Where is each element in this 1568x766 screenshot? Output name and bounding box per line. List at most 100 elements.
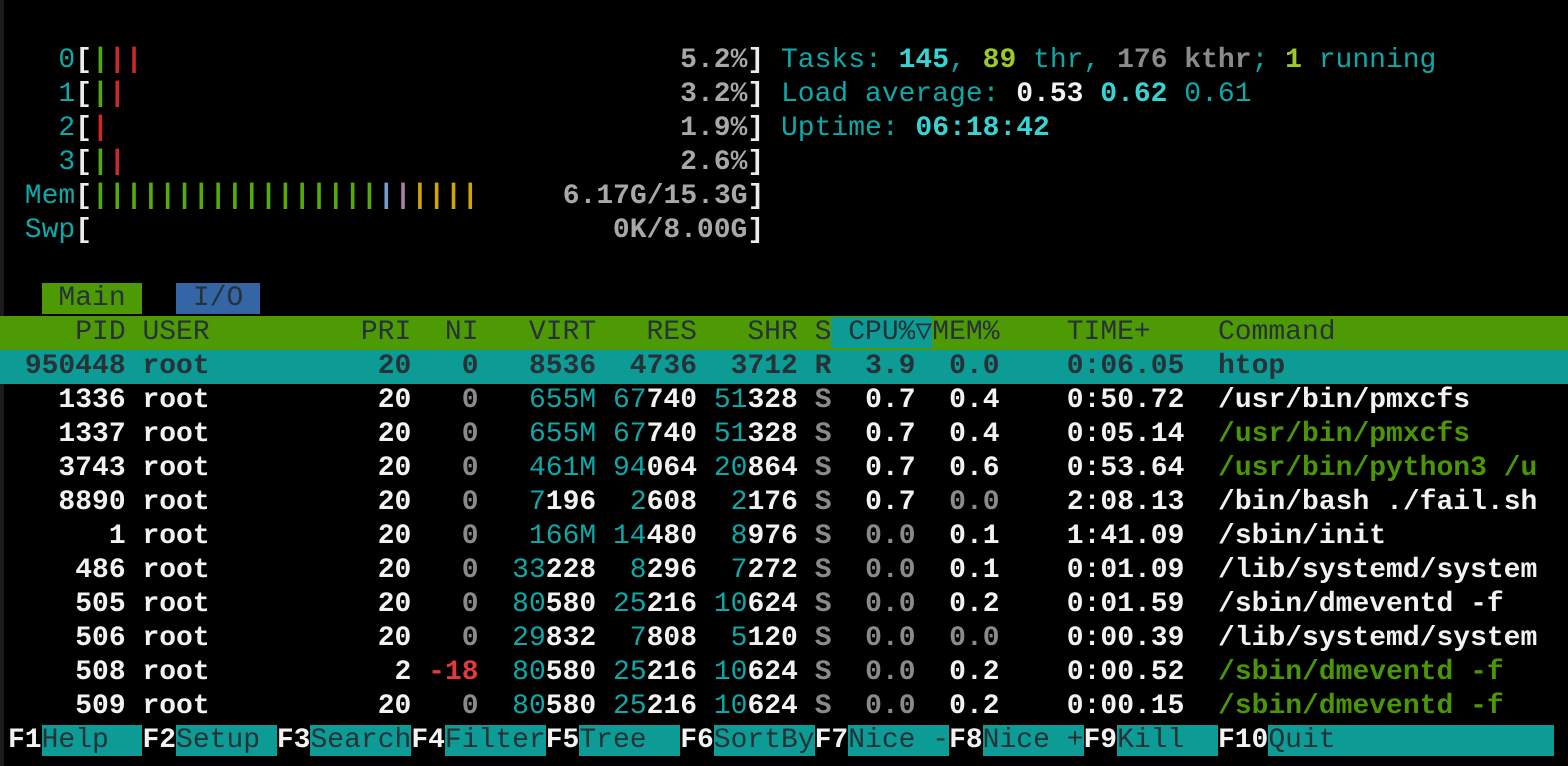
cell-pri: [344, 385, 378, 416]
cell-mem: [932, 487, 949, 518]
cell-shr: [697, 657, 714, 688]
fn-label-help[interactable]: Help: [41, 725, 143, 756]
tab-io[interactable]: I/O: [176, 283, 261, 314]
column-gap: [126, 623, 143, 654]
tasks-summary: Tasks: 145, 89 thr, 176 kthr; 1 running: [781, 44, 1436, 78]
cell-s: [798, 521, 815, 552]
column-gap: [1184, 657, 1218, 688]
fn-key-F8[interactable]: F8: [949, 725, 983, 756]
cell-user: root: [142, 419, 210, 450]
column-header-time[interactable]: TIME+: [999, 317, 1185, 348]
cell-time: 0:53.64: [1066, 453, 1185, 484]
cell-shr: 864: [747, 453, 798, 484]
cell-pri: 20: [377, 589, 412, 620]
cell-virt: 580: [545, 589, 597, 620]
process-row-506[interactable]: 506 root 20 0 29832 7808 5120 S 0.0 0.0 …: [0, 622, 1568, 656]
cell-shr: [697, 555, 731, 586]
process-row-505[interactable]: 505 root 20 0 80580 25216 10624 S 0.0 0.…: [0, 588, 1568, 622]
cell-shr: 624: [747, 589, 798, 620]
column-header-user[interactable]: USER: [142, 317, 345, 348]
column-gap: [1184, 623, 1218, 654]
uptime-segment: 06:18:42: [915, 113, 1050, 144]
cell-user: root: [142, 453, 210, 484]
column-header-cpu[interactable]: CPU%: [831, 317, 916, 348]
cell-cpu: [832, 453, 866, 484]
column-header-ni[interactable]: NI: [411, 317, 479, 348]
fn-key-F3[interactable]: F3: [276, 725, 311, 756]
meter-bar: |: [159, 181, 177, 212]
cell-s: [798, 453, 815, 484]
column-header-pid[interactable]: PID: [8, 317, 126, 348]
cell-time: 0:01.09: [1066, 555, 1185, 586]
cell-ni: 0: [461, 351, 479, 382]
cpu-meter-1: 1[|| 3.2%]: [0, 78, 1568, 112]
tab-main[interactable]: Main: [41, 283, 143, 314]
fn-key-F2[interactable]: F2: [142, 725, 177, 756]
cell-user: [210, 521, 344, 552]
fn-label-kill[interactable]: Kill: [1117, 725, 1218, 756]
fn-label-quit[interactable]: Quit: [1268, 725, 1555, 756]
cell-cpu: [832, 691, 866, 722]
cell-mem: 0.1: [949, 521, 1000, 552]
fn-label-nice-[interactable]: Nice -: [848, 725, 950, 756]
fn-label-search[interactable]: Search: [310, 725, 412, 756]
process-row-508[interactable]: 508 root 2 -18 80580 25216 10624 S 0.0 0…: [0, 656, 1568, 690]
column-header-virt[interactable]: VIRT: [478, 317, 597, 348]
process-row-509[interactable]: 509 root 20 0 80580 25216 10624 S 0.0 0.…: [0, 690, 1568, 724]
column-header-pri[interactable]: PRI: [344, 317, 412, 348]
column-header-res[interactable]: RES: [596, 317, 697, 348]
cell-cpu: 0.0: [865, 623, 916, 654]
fn-key-F7[interactable]: F7: [814, 725, 849, 756]
meter-open-bracket: [: [75, 181, 93, 212]
cell-s: S: [814, 453, 832, 484]
cell-user: root: [142, 589, 210, 620]
cell-cpu: [832, 589, 866, 620]
column-header-s[interactable]: S: [797, 317, 832, 348]
fn-key-F9[interactable]: F9: [1083, 725, 1118, 756]
cell-user: [210, 623, 344, 654]
tasks-summary-segment: ,: [949, 45, 983, 76]
process-row-486[interactable]: 486 root 20 0 33228 8296 7272 S 0.0 0.1 …: [0, 554, 1568, 588]
meter-bar: |: [108, 147, 126, 178]
cell-res: 67: [613, 419, 647, 450]
cpu-meter-2-label: 2: [8, 113, 76, 144]
process-row-950448[interactable]: 950448 root 20 0 8536 4736 3712 R 3.9 0.…: [0, 350, 1568, 384]
fn-key-F6[interactable]: F6: [680, 725, 714, 756]
cell-res: 064: [646, 453, 698, 484]
cell-cmd: /bin/bash ./fail.sh: [1218, 487, 1538, 518]
process-row-1337[interactable]: 1337 root 20 0 655M 67740 51328 S 0.7 0.…: [0, 418, 1568, 452]
memory-meter: Mem[||||||||||||||||||||||| 6.17G/15.3G]: [0, 180, 1568, 214]
cell-time: 0:00.52: [1066, 657, 1185, 688]
load-average-segment: 0.61: [1184, 79, 1252, 110]
tasks-summary-segment: running: [1301, 45, 1437, 76]
fn-key-F5[interactable]: F5: [545, 725, 580, 756]
fn-key-F4[interactable]: F4: [411, 725, 445, 756]
swap-meter: Swp[ 0K/8.00G]: [0, 214, 1568, 248]
fn-label-nice-[interactable]: Nice +: [982, 725, 1084, 756]
column-header-shr[interactable]: SHR: [696, 317, 798, 348]
process-row-3743[interactable]: 3743 root 20 0 461M 94064 20864 S 0.7 0.…: [0, 452, 1568, 486]
column-gap: [1184, 453, 1218, 484]
cell-cpu: 0.0: [865, 691, 916, 722]
cell-time: [1000, 419, 1067, 450]
fn-label-filter[interactable]: Filter: [444, 725, 546, 756]
process-row-8890[interactable]: 8890 root 20 0 7196 2608 2176 S 0.7 0.0 …: [0, 486, 1568, 520]
cell-res: [596, 555, 630, 586]
process-row-1[interactable]: 1 root 20 0 166M 14480 8976 S 0.0 0.1 1:…: [0, 520, 1568, 554]
cell-time: [1000, 453, 1067, 484]
column-header-cmd[interactable]: Command: [1217, 317, 1336, 348]
cell-mem: 0.4: [949, 385, 1000, 416]
fn-label-tree[interactable]: Tree: [579, 725, 681, 756]
cell-res: [596, 691, 613, 722]
fn-key-F10[interactable]: F10: [1217, 725, 1269, 756]
column-header-sep[interactable]: ▽: [915, 317, 933, 348]
fn-label-setup[interactable]: Setup: [176, 725, 277, 756]
fn-key-F1[interactable]: F1: [8, 725, 42, 756]
cell-cpu: 3.9: [865, 351, 916, 382]
cell-pri: 20: [377, 691, 412, 722]
cell-res: 216: [646, 657, 698, 688]
process-row-1336[interactable]: 1336 root 20 0 655M 67740 51328 S 0.7 0.…: [0, 384, 1568, 418]
fn-label-sortby[interactable]: SortBy: [713, 725, 815, 756]
cell-ni: [411, 351, 461, 382]
column-header-mem[interactable]: MEM%: [932, 317, 1000, 348]
